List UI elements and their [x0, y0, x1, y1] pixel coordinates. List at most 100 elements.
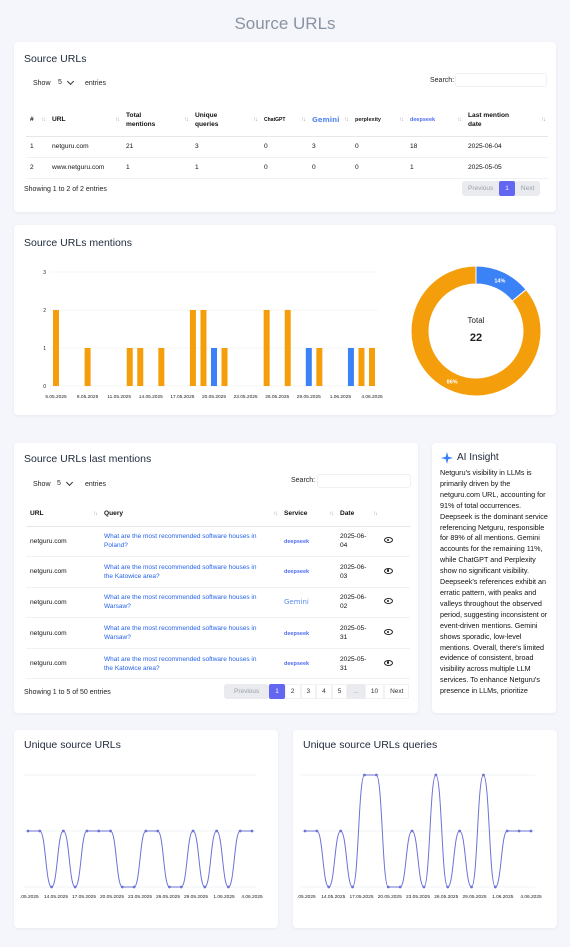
series-line — [305, 774, 531, 888]
source-urls-card: Source URLs Show 5 entries Search: # ↑↓ U… — [14, 42, 556, 212]
entries-select[interactable]: 5 — [53, 478, 81, 489]
table-row: netguru.com What are the most recommended… — [26, 587, 410, 619]
query-link[interactable]: What are the most recommended software h… — [100, 526, 280, 558]
column-header[interactable]: Total mentions ↑↓ — [122, 104, 191, 137]
page-2-button[interactable]: 2 — [284, 684, 301, 699]
data-point — [203, 885, 207, 889]
page-5-button[interactable]: 5 — [331, 684, 348, 699]
show-label: Show — [33, 80, 51, 87]
query-link-text[interactable]: What are the most recommended software h… — [104, 594, 257, 611]
chevron-down-icon — [65, 478, 73, 486]
table-cell: 18 — [406, 136, 464, 158]
query-link-text[interactable]: What are the most recommended software h… — [104, 533, 257, 550]
bar-gemini — [305, 348, 312, 386]
eye-icon[interactable] — [384, 567, 393, 574]
eye-icon[interactable] — [384, 537, 393, 544]
x-tick-label: 14.05.2025 — [44, 894, 68, 900]
x-tick-label: 17.05.2025 — [349, 894, 373, 900]
column-header[interactable]: URL ↑↓ — [48, 104, 122, 137]
next-button[interactable]: Next — [514, 181, 541, 196]
data-point — [120, 885, 124, 889]
x-tick-label: 20.05.2025 — [202, 394, 226, 400]
x-tick-label: 26.05.2025 — [434, 894, 458, 900]
x-tick-label: 29.05.2025 — [297, 394, 321, 400]
eye-icon[interactable] — [384, 598, 393, 605]
unique-queries-card: Unique source URLs queries 5.05.2025 14.0… — [293, 730, 557, 928]
x-tick-label: 29.05.2025 — [462, 894, 486, 900]
column-header[interactable]: deepseek ↑↓ — [406, 104, 464, 137]
ai-insight-title: AI Insight — [457, 452, 499, 463]
unique-urls-card: Unique source URLs 5.05.2025 14.05.2025 17… — [14, 730, 278, 928]
table-cell: 1 — [191, 157, 260, 179]
perplexity-logo-icon: perplexity — [355, 117, 381, 124]
column-header[interactable]: Query ↑↓ — [100, 502, 280, 527]
column-header[interactable]: Date ↑↓ — [336, 502, 380, 527]
query-link[interactable]: What are the most recommended software h… — [100, 617, 280, 649]
data-point — [339, 829, 343, 833]
url-cell: netguru.com — [26, 587, 100, 619]
date-text: 2025-06-02 — [340, 594, 367, 611]
eye-icon[interactable] — [384, 629, 393, 636]
entries-value: 5 — [58, 79, 62, 86]
date-text: 2025-06-03 — [340, 563, 367, 580]
page-1-button[interactable]: 1 — [269, 684, 285, 699]
page-3-button[interactable]: 3 — [300, 684, 317, 699]
table-cell: 0 — [351, 136, 406, 158]
card-title: Unique source URLs queries — [303, 739, 438, 751]
previous-button[interactable]: Previous — [462, 181, 500, 196]
data-point — [470, 885, 473, 889]
view-cell[interactable] — [380, 587, 410, 619]
query-link-text[interactable]: What are the most recommended software h… — [104, 655, 257, 672]
data-point — [156, 829, 160, 833]
x-tick-label: 1.06.2025 — [330, 394, 352, 400]
previous-button[interactable]: Previous — [224, 684, 270, 699]
column-header[interactable]: ChatGPT ↑↓ — [260, 104, 308, 137]
table-cell: 2025-06-04 — [464, 136, 548, 158]
data-point — [109, 829, 112, 833]
data-point — [505, 829, 509, 833]
column-header[interactable]: Gemini ↑↓ — [308, 104, 351, 137]
x-tick-label: 17.05.2025 — [72, 894, 96, 900]
column-header[interactable]: # ↑↓ — [26, 104, 48, 137]
table-cell: 3 — [191, 136, 260, 158]
query-link[interactable]: What are the most recommended software h… — [100, 556, 280, 588]
column-header[interactable]: URL ↑↓ — [26, 502, 100, 527]
bar-deepseek — [316, 348, 323, 386]
data-point — [410, 829, 414, 833]
view-cell[interactable] — [380, 526, 410, 558]
column-header[interactable]: perplexity ↑↓ — [351, 104, 406, 137]
deepseek-logo-icon: deepseek — [410, 117, 436, 124]
view-cell[interactable] — [380, 648, 410, 680]
view-cell[interactable] — [380, 556, 410, 588]
eye-icon[interactable] — [384, 659, 393, 666]
unique-queries-line-chart: 5.05.2025 14.05.2025 17.05.2025 20.05.2025 2… — [297, 773, 542, 900]
bar-deepseek — [158, 348, 165, 386]
next-button[interactable]: Next — [384, 684, 410, 699]
query-link-text[interactable]: What are the most recommended software h… — [104, 563, 257, 580]
source-urls-table: # ↑↓ URL ↑↓ Total mentions ↑↓ Unique querie… — [26, 104, 548, 179]
column-header[interactable]: Service ↑↓ — [280, 502, 336, 527]
bar-deepseek — [369, 348, 375, 386]
x-tick-label: 5.05.2025 — [297, 894, 316, 900]
search-input[interactable] — [455, 73, 547, 87]
data-point — [529, 829, 533, 833]
donut-value-label: 14% — [494, 278, 505, 284]
entries-label: entries — [85, 481, 107, 488]
data-point — [250, 829, 254, 833]
query-link-text[interactable]: What are the most recommended software h… — [104, 625, 257, 642]
data-point — [215, 829, 219, 833]
entries-value: 5 — [57, 480, 61, 487]
page-10-button[interactable]: 10 — [364, 684, 385, 699]
page-4-button[interactable]: 4 — [316, 684, 332, 699]
bar-deepseek — [358, 348, 365, 386]
bar-deepseek — [53, 310, 59, 386]
query-link[interactable]: What are the most recommended software h… — [100, 648, 280, 680]
column-header[interactable]: Unique queries ↑↓ — [191, 104, 260, 137]
column-header[interactable]: Last mention date ↑↓ — [464, 104, 548, 137]
entries-select[interactable]: 5 — [54, 77, 78, 88]
query-link[interactable]: What are the most recommended software h… — [100, 587, 280, 619]
view-cell[interactable] — [380, 617, 410, 649]
data-point — [363, 773, 366, 777]
page-1-button[interactable]: 1 — [499, 181, 515, 196]
search-input[interactable] — [317, 474, 411, 488]
